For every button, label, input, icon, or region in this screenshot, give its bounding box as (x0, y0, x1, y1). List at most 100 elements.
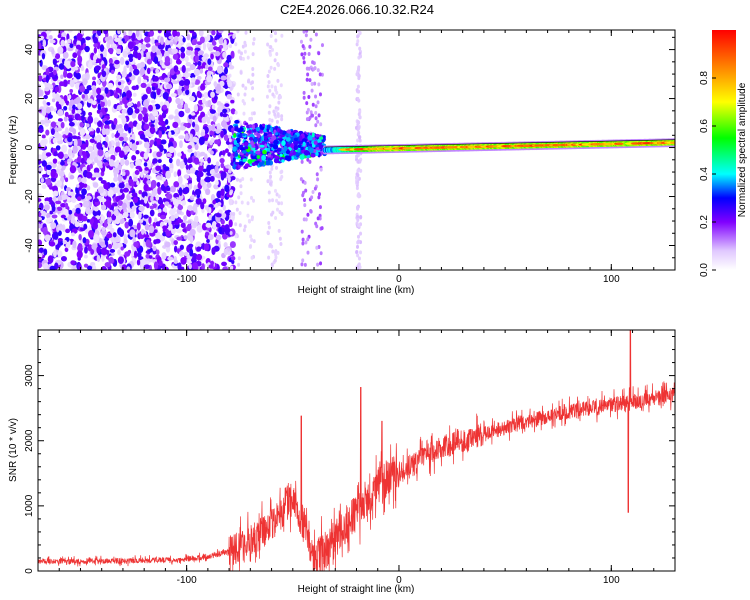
heatmap-cell (188, 263, 192, 270)
heatmap-cell (316, 262, 320, 267)
heatmap-cell (44, 87, 50, 92)
heatmap-cell (153, 229, 158, 234)
heatmap-cell (138, 167, 143, 172)
heatmap-cell (153, 261, 159, 270)
heatmap-cell (307, 66, 311, 71)
heatmap-cell (264, 136, 268, 141)
heatmap-cell (76, 50, 81, 57)
heatmap-cell (274, 155, 280, 159)
heatmap-cell (189, 63, 196, 71)
heatmap-cell (118, 124, 123, 129)
heatmap-cell (222, 51, 227, 59)
heatmap-cell (276, 78, 280, 83)
heatmap-cell (78, 233, 82, 241)
heatmap-cell (215, 173, 222, 179)
heatmap-cell (155, 165, 161, 172)
heatmap-cell (266, 42, 270, 47)
heatmap-cell (157, 186, 162, 195)
heatmap-cell (229, 230, 233, 235)
heatmap-cell (220, 188, 225, 196)
heatmap-cell (309, 110, 313, 115)
heatmap-cell (260, 126, 265, 131)
heatmap-cell (108, 58, 113, 65)
heatmap-cell (160, 214, 167, 220)
heatmap-cell (149, 126, 156, 135)
heatmap-cell (319, 251, 323, 256)
heatmap-cell (356, 96, 360, 101)
heatmap-cell (234, 152, 239, 157)
heatmap-cell (129, 211, 135, 219)
heatmap-cell (229, 191, 233, 196)
heatmap-cell (223, 134, 229, 142)
heatmap-cell (80, 157, 85, 165)
heatmap-cell (300, 229, 304, 234)
heatmap-cell (270, 166, 274, 171)
heatmap-cell (356, 30, 360, 33)
heatmap-cell (273, 58, 277, 63)
heatmap-cell (232, 146, 237, 152)
heatmap-cell (210, 260, 215, 266)
heatmap-cell (40, 139, 47, 148)
heatmap-cell (248, 124, 253, 128)
heatmap-cell (287, 129, 291, 134)
heatmap-cell (280, 114, 284, 119)
heatmap-cell (177, 204, 184, 211)
heatmap-cell (38, 75, 43, 82)
heatmap-cell (53, 151, 58, 157)
spectrogram-xtick-label: -100 (177, 274, 197, 285)
heatmap-cell (124, 159, 130, 166)
snr-ylabel: SNR (10 * v/v) (8, 418, 19, 482)
heatmap-cell (49, 241, 56, 247)
heatmap-cell (306, 157, 310, 162)
heatmap-cell (65, 100, 70, 106)
heatmap-cell (306, 212, 310, 217)
heatmap-cell (113, 176, 119, 182)
heatmap-cell (185, 164, 189, 170)
heatmap-cell (274, 165, 278, 170)
heatmap-cell (86, 159, 93, 164)
heatmap-cell (193, 158, 200, 165)
heatmap-cell (219, 157, 225, 164)
heatmap-cell (171, 224, 176, 229)
heatmap-cell (136, 100, 141, 109)
heatmap-cell (304, 188, 308, 193)
heatmap-cell (211, 123, 216, 132)
heatmap-cell (100, 265, 107, 270)
heatmap-cell (67, 148, 73, 156)
heatmap-cell (126, 78, 130, 83)
heatmap-cell (152, 91, 157, 100)
heatmap-cell (132, 45, 139, 52)
heatmap-cell (308, 159, 312, 164)
heatmap-cell (220, 194, 225, 200)
heatmap-cell (133, 68, 140, 76)
spectrogram-ytick-label: 20 (24, 93, 35, 105)
heatmap-cell (187, 204, 193, 211)
heatmap-cell (139, 133, 146, 140)
heatmap-cell (135, 30, 140, 37)
heatmap-cell (278, 210, 282, 215)
heatmap-cell (167, 256, 174, 261)
heatmap-cell (196, 176, 201, 183)
heatmap-cell (217, 105, 223, 114)
heatmap-cell (199, 158, 205, 163)
heatmap-cell (170, 92, 177, 98)
heatmap-cell (274, 252, 278, 257)
heatmap-cell (111, 132, 115, 139)
heatmap-cell (288, 152, 293, 157)
heatmap-cell (65, 187, 72, 192)
heatmap-cell (125, 60, 130, 66)
heatmap-cell (180, 222, 186, 229)
heatmap-cell (241, 83, 245, 88)
heatmap-cell (51, 98, 56, 103)
heatmap-cell (195, 241, 202, 249)
heatmap-cell (180, 98, 184, 106)
heatmap-cell (178, 80, 186, 87)
heatmap-cell (179, 125, 186, 131)
heatmap-cell (89, 138, 96, 143)
heatmap-cell (229, 87, 233, 92)
heatmap-cell (131, 111, 137, 119)
heatmap-cell (41, 52, 46, 60)
heatmap-cell (247, 219, 251, 224)
heatmap-cell (244, 146, 249, 150)
